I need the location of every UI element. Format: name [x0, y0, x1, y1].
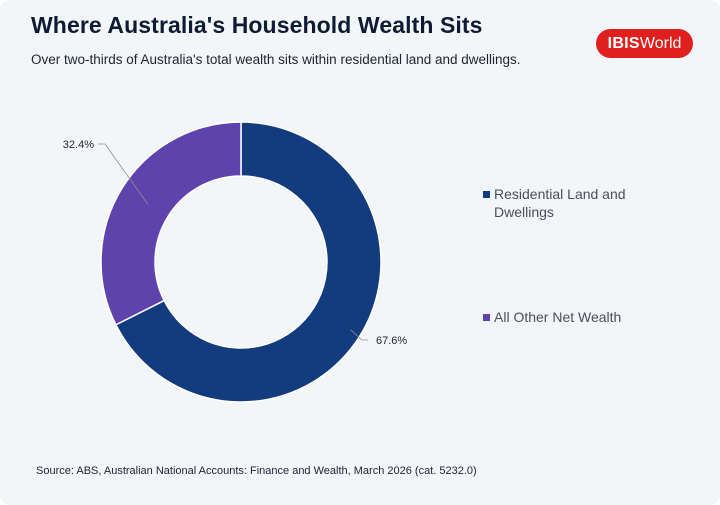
legend-label-residential: Residential Land and Dwellings — [494, 186, 626, 220]
legend-item-residential[interactable]: Residential Land and Dwellings — [483, 185, 653, 221]
legend-label-other: All Other Net Wealth — [494, 309, 622, 325]
chart-subtitle: Over two-thirds of Australia's total wea… — [31, 52, 521, 67]
chart-title: Where Australia's Household Wealth Sits — [31, 12, 483, 38]
source-note: Source: ABS, Australian National Account… — [36, 465, 477, 477]
leader-line-other — [98, 143, 149, 205]
legend-item-other[interactable]: All Other Net Wealth — [483, 308, 653, 326]
legend-swatch-other — [483, 314, 490, 321]
legend-swatch-residential — [483, 191, 490, 198]
ibisworld-logo: IBISWorld — [596, 29, 693, 58]
donut-slice-other[interactable] — [100, 121, 242, 326]
donut-slice-residential[interactable] — [114, 121, 382, 403]
leader-line-residential — [350, 329, 368, 341]
data-label-other: 32.4% — [63, 139, 94, 151]
data-label-residential: 67.6% — [376, 335, 407, 347]
